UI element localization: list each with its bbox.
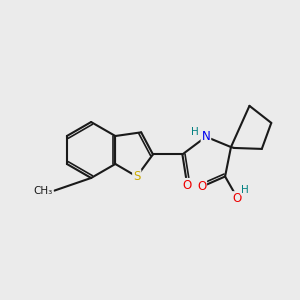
Text: O: O [197, 180, 206, 193]
Text: H: H [191, 127, 199, 137]
Text: H: H [241, 185, 249, 195]
Text: CH₃: CH₃ [34, 186, 53, 196]
Text: O: O [182, 179, 191, 192]
Text: S: S [133, 170, 140, 183]
Text: N: N [202, 130, 210, 143]
Text: O: O [232, 192, 242, 205]
